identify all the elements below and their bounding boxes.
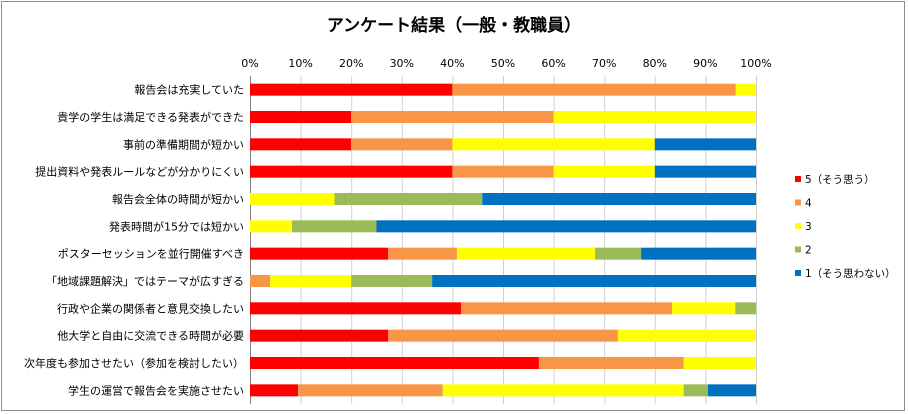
- chart-title: アンケート結果（一般・教職員）: [327, 15, 581, 36]
- legend-label: 3: [805, 221, 812, 233]
- x-tick-label: 40%: [440, 57, 464, 70]
- bar-segment-series-4: [595, 247, 642, 260]
- x-tick-label: 0%: [241, 57, 258, 70]
- category-labels: 報告会は充実していた貴学の学生は満足できる発表ができた事前の準備期間が短かい提出…: [24, 83, 244, 398]
- bar-segment-series-1: [250, 247, 389, 260]
- bar-segment-series-5: [641, 247, 756, 260]
- legend-swatch: [795, 246, 801, 253]
- bar-segment-series-2: [461, 302, 673, 315]
- bar-segment-series-1: [250, 165, 453, 178]
- category-label: ポスターセッションを並行開催すべき: [58, 247, 244, 261]
- category-label: 貴学の学生は満足できる発表ができた: [57, 110, 244, 124]
- bar-segment-series-2: [298, 384, 443, 397]
- bar-segment-series-1: [250, 302, 462, 315]
- bar-segment-series-4: [291, 220, 377, 233]
- category-label: 事前の準備期間が短かい: [123, 137, 244, 151]
- bar-segment-series-3: [456, 247, 596, 260]
- bar-segment-series-5: [482, 193, 756, 205]
- bar-segment-series-2: [538, 357, 684, 369]
- bar-segment-series-5: [654, 138, 756, 151]
- category-label: 「地域課題解決」ではテーマが広すぎる: [46, 274, 244, 288]
- bar-segment-series-3: [617, 329, 756, 342]
- legend-swatch: [795, 176, 801, 182]
- bar-segment-series-4: [334, 193, 483, 205]
- bar-segment-series-3: [442, 384, 684, 397]
- category-label: 学生の運営で報告会を実施させたい: [68, 383, 244, 397]
- category-label: 提出資料や発表ルールなどが分かりにくい: [35, 165, 244, 179]
- bar-segment-series-4: [351, 275, 433, 287]
- x-tick-label: 70%: [592, 57, 616, 70]
- bar-segment-series-1: [250, 83, 453, 96]
- bar-segment-series-3: [270, 275, 352, 287]
- bar-segment-series-4: [683, 384, 708, 397]
- bar-segment-series-3: [452, 138, 655, 151]
- bar-segment-series-3: [250, 193, 335, 205]
- x-tick-label: 60%: [541, 57, 565, 70]
- x-tick-label: 100%: [740, 57, 771, 70]
- legend-label: 5（そう思う）: [805, 174, 875, 186]
- x-axis-tick-labels: 0% 10% 20% 30% 40% 50% 60% 70% 80% 90% 100%: [241, 57, 771, 70]
- bars: [250, 83, 756, 397]
- bar-segment-series-1: [250, 138, 352, 151]
- legend-label: 1（そう思わない）: [805, 268, 896, 280]
- legend-label: 4: [805, 198, 812, 210]
- bar-segment-series-3: [250, 220, 292, 233]
- category-label: 報告会全体の時間が短かい: [112, 192, 244, 206]
- bar-segment-series-2: [388, 329, 618, 342]
- bar-segment-series-3: [553, 165, 655, 178]
- legend-label: 2: [805, 245, 812, 257]
- bar-segment-series-5: [376, 220, 756, 233]
- x-tick-label: 30%: [390, 57, 414, 70]
- bar-segment-series-5: [432, 275, 756, 287]
- bar-segment-series-3: [672, 302, 736, 315]
- gridlines: [250, 76, 757, 404]
- category-label: 次年度も参加させたい（参加を検討したい）: [24, 356, 244, 370]
- x-tick-label: 80%: [643, 57, 667, 70]
- bar-segment-series-2: [250, 275, 271, 287]
- bar-segment-series-3: [735, 83, 756, 96]
- legend-swatch: [795, 199, 801, 206]
- bar-segment-series-1: [250, 357, 539, 369]
- category-label: 発表時間が15分では短かい: [109, 219, 244, 233]
- bar-segment-series-2: [388, 247, 457, 260]
- bar-segment-series-2: [351, 138, 453, 151]
- bar-segment-series-1: [250, 384, 299, 397]
- bar-segment-series-3: [553, 111, 756, 123]
- bar-segment-series-3: [683, 357, 756, 369]
- x-tick-label: 90%: [693, 57, 717, 70]
- x-tick-label: 50%: [491, 57, 515, 70]
- bar-segment-series-2: [351, 111, 554, 123]
- x-tick-label: 20%: [339, 57, 363, 70]
- bar-segment-series-5: [707, 384, 756, 397]
- bar-segment-series-2: [452, 165, 554, 178]
- legend-swatch: [795, 223, 801, 229]
- bar-segment-series-2: [452, 83, 736, 96]
- bar-segment-series-1: [250, 329, 389, 342]
- bar-segment-series-1: [250, 111, 352, 123]
- category-label: 報告会は充実していた: [134, 83, 244, 97]
- x-tick-label: 10%: [288, 57, 312, 70]
- legend-swatch: [795, 270, 801, 276]
- bar-segment-series-4: [735, 302, 756, 315]
- legend: 5（そう思う） 4 3 2 1（そう思わない）: [795, 174, 896, 280]
- category-label: 行政や企業の関係者と意見交換したい: [57, 301, 244, 315]
- bar-segment-series-5: [654, 165, 756, 178]
- category-label: 他大学と自由に交流できる時間が必要: [57, 329, 244, 343]
